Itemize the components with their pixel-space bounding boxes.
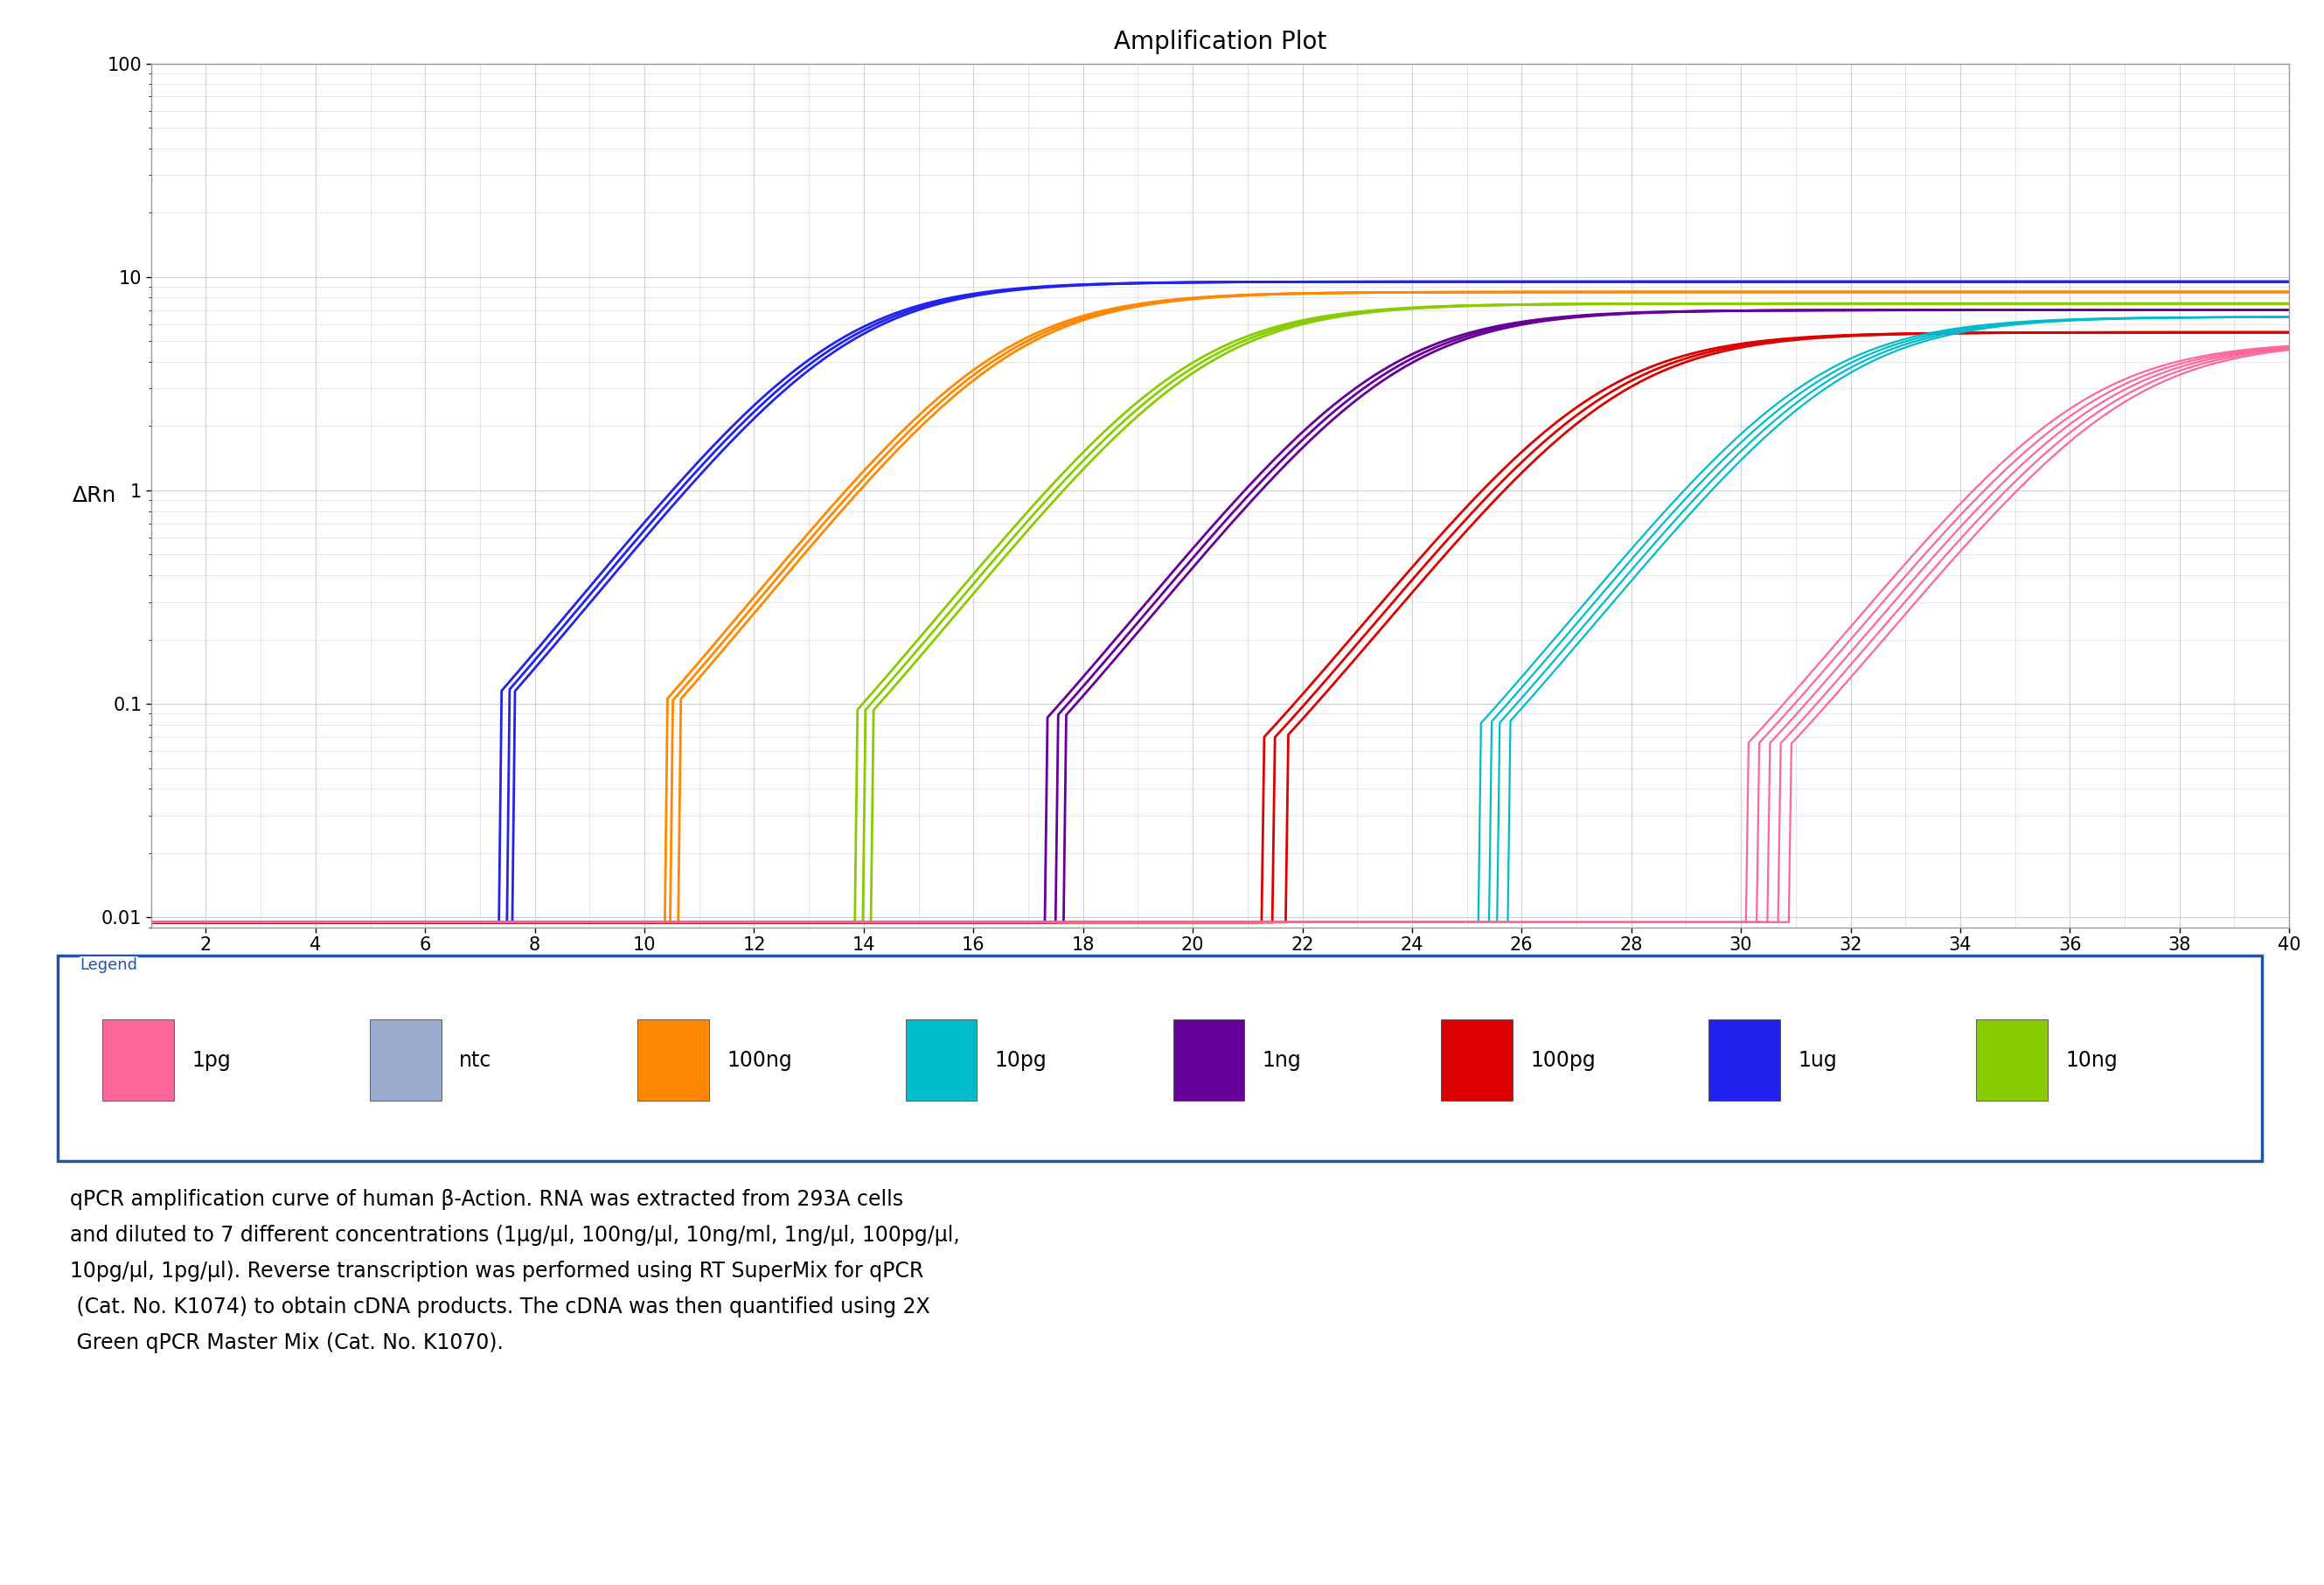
FancyBboxPatch shape xyxy=(637,1019,709,1100)
Text: 1ng: 1ng xyxy=(1262,1049,1301,1070)
Text: 100pg: 100pg xyxy=(1529,1049,1597,1070)
Y-axis label: ΔRn: ΔRn xyxy=(72,485,116,506)
Text: ntc: ntc xyxy=(460,1049,493,1070)
FancyBboxPatch shape xyxy=(1441,1019,1513,1100)
Text: 1pg: 1pg xyxy=(191,1049,230,1070)
FancyBboxPatch shape xyxy=(102,1019,174,1100)
Text: 10pg: 10pg xyxy=(995,1049,1046,1070)
Text: 10ng: 10ng xyxy=(2066,1049,2117,1070)
Text: 100ng: 100ng xyxy=(727,1049,792,1070)
FancyBboxPatch shape xyxy=(906,1019,976,1100)
Text: qPCR amplification curve of human β-Action. RNA was extracted from 293A cells
an: qPCR amplification curve of human β-Acti… xyxy=(70,1189,960,1354)
X-axis label: Cycle: Cycle xyxy=(1190,961,1250,983)
FancyBboxPatch shape xyxy=(1174,1019,1246,1100)
FancyBboxPatch shape xyxy=(1975,1019,2047,1100)
FancyBboxPatch shape xyxy=(1708,1019,1780,1100)
FancyBboxPatch shape xyxy=(370,1019,442,1100)
Text: Legend: Legend xyxy=(79,957,137,973)
Text: 1ug: 1ug xyxy=(1799,1049,1836,1070)
FancyBboxPatch shape xyxy=(58,956,2261,1160)
Title: Amplification Plot: Amplification Plot xyxy=(1113,30,1327,54)
